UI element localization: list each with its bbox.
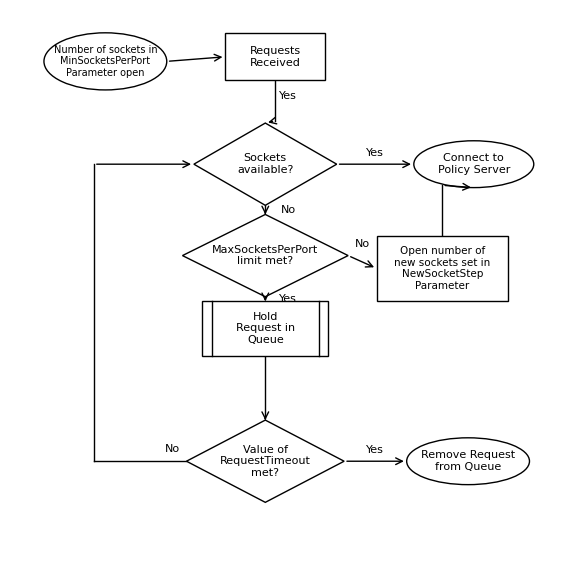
Bar — [377, 235, 508, 301]
Text: Yes: Yes — [367, 445, 384, 455]
Text: No: No — [355, 239, 370, 249]
Polygon shape — [183, 215, 348, 297]
Text: Yes: Yes — [279, 91, 297, 101]
Text: Number of sockets in
MinSocketsPerPort
Parameter open: Number of sockets in MinSocketsPerPort P… — [54, 45, 157, 78]
Text: Value of
RequestTimeout
met?: Value of RequestTimeout met? — [220, 445, 311, 478]
Text: Remove Request
from Queue: Remove Request from Queue — [421, 451, 515, 472]
Text: No: No — [281, 205, 296, 215]
Text: No: No — [165, 444, 180, 453]
Ellipse shape — [44, 33, 167, 90]
Text: Requests
Received: Requests Received — [250, 46, 301, 68]
Ellipse shape — [414, 141, 534, 188]
Text: Yes: Yes — [366, 148, 384, 158]
Text: Yes: Yes — [279, 294, 297, 304]
Text: MaxSocketsPerPort
limit met?: MaxSocketsPerPort limit met? — [212, 245, 318, 266]
Ellipse shape — [407, 438, 530, 484]
Text: Connect to
Policy Server: Connect to Policy Server — [438, 153, 510, 175]
Text: Open number of
new sockets set in
NewSocketStep
Parameter: Open number of new sockets set in NewSoc… — [394, 246, 491, 291]
Polygon shape — [194, 123, 337, 205]
Bar — [203, 301, 328, 355]
Polygon shape — [186, 420, 344, 502]
Text: Hold
Request in
Queue: Hold Request in Queue — [236, 312, 295, 345]
Bar — [225, 33, 325, 80]
Text: Sockets
available?: Sockets available? — [237, 153, 293, 175]
